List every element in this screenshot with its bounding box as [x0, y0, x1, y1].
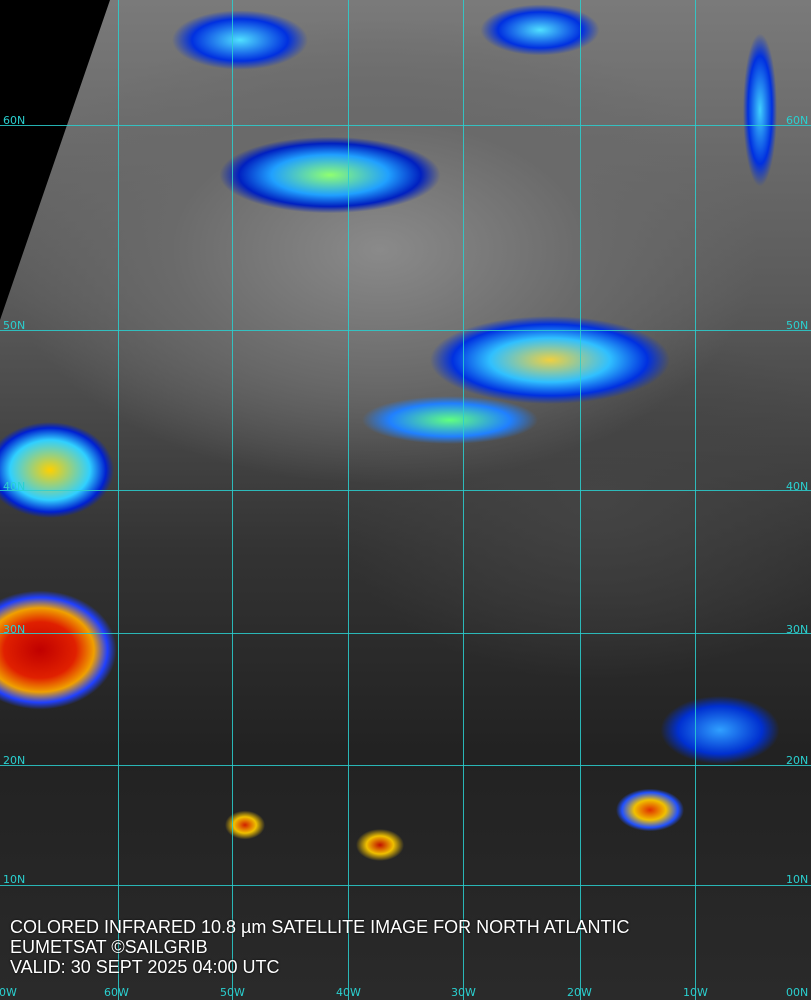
lon-label: 70W: [0, 986, 17, 999]
lon-label: 50W: [220, 986, 245, 999]
image-caption: COLORED INFRARED 10.8 µm SATELLITE IMAGE…: [10, 917, 629, 977]
lat-label: 20N: [786, 754, 809, 767]
parallel-60n: [0, 125, 811, 126]
lat-label: 10N: [3, 873, 26, 886]
parallel-50n: [0, 330, 811, 331]
meridian-20w: [580, 0, 581, 1000]
lon-label: 20W: [567, 986, 592, 999]
lon-label: 40W: [336, 986, 361, 999]
parallel-30n: [0, 633, 811, 634]
meridian-50w: [232, 0, 233, 1000]
lat-label: 60N: [786, 114, 809, 127]
lat-label: 50N: [786, 319, 809, 332]
lat-label: 50N: [3, 319, 26, 332]
lat-label: 10N: [786, 873, 809, 886]
lon-label: 00N: [786, 986, 809, 999]
parallel-40n: [0, 490, 811, 491]
lat-label: 60N: [3, 114, 26, 127]
meridian-60w: [118, 0, 119, 1000]
lon-label: 60W: [104, 986, 129, 999]
caption-title: COLORED INFRARED 10.8 µm SATELLITE IMAGE…: [10, 917, 630, 937]
meridian-30w: [463, 0, 464, 1000]
lat-label: 30N: [786, 623, 809, 636]
parallel-20n: [0, 765, 811, 766]
caption-valid-time: VALID: 30 SEPT 2025 04:00 UTC: [10, 957, 280, 977]
lat-label: 40N: [786, 480, 809, 493]
parallel-10n: [0, 885, 811, 886]
meridian-10w: [695, 0, 696, 1000]
lat-label: 30N: [3, 623, 26, 636]
space-background: [0, 0, 110, 320]
meridian-40w: [348, 0, 349, 1000]
lon-label: 30W: [451, 986, 476, 999]
lat-label: 40N: [3, 480, 26, 493]
lon-label: 10W: [683, 986, 708, 999]
caption-credit: EUMETSAT ©SAILGRIB: [10, 937, 208, 957]
lat-label: 20N: [3, 754, 26, 767]
